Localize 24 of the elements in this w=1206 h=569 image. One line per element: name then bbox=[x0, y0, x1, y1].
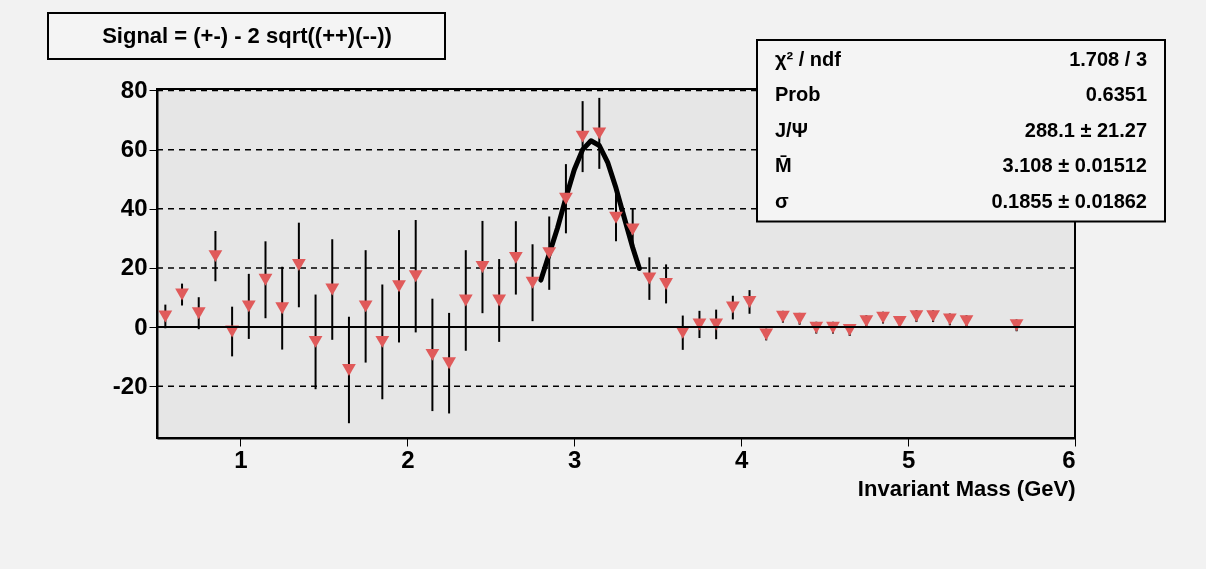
chart-title: Signal = (+-) - 2 sqrt((++)(--)) bbox=[102, 23, 392, 48]
x-tick-label: 2 bbox=[401, 445, 415, 473]
y-tick-label: 40 bbox=[120, 194, 148, 222]
y-tick-label: 80 bbox=[120, 75, 148, 103]
y-tick-label: 60 bbox=[120, 135, 148, 163]
annotation: M̄ bbox=[775, 154, 792, 177]
x-tick-label: 5 bbox=[901, 445, 916, 473]
annotation: σ bbox=[775, 189, 789, 212]
annotation: 288.1 ± 21.27 bbox=[1024, 118, 1147, 141]
x-tick-label: 1 bbox=[234, 445, 248, 473]
x-tick-label: 3 bbox=[568, 445, 582, 473]
text: χ² / ndf bbox=[775, 47, 842, 70]
y-tick-label: 0 bbox=[134, 312, 148, 340]
annotation: 0.1855 ± 0.01862 bbox=[991, 189, 1147, 212]
y-tick-label: 20 bbox=[120, 253, 148, 281]
text: 1.708 / 3 bbox=[1069, 47, 1147, 70]
annotation: Prob bbox=[775, 83, 821, 106]
x-axis-title: Invariant Mass (GeV) bbox=[857, 475, 1076, 501]
y-tick-label: -20 bbox=[112, 371, 148, 399]
text: 0.6351 bbox=[1085, 83, 1147, 106]
annotation: J/Ψ bbox=[775, 118, 808, 141]
annotation: 3.108 ± 0.01512 bbox=[1002, 154, 1147, 177]
x-tick-label: 6 bbox=[1062, 445, 1076, 473]
x-tick-label: 4 bbox=[735, 445, 749, 473]
